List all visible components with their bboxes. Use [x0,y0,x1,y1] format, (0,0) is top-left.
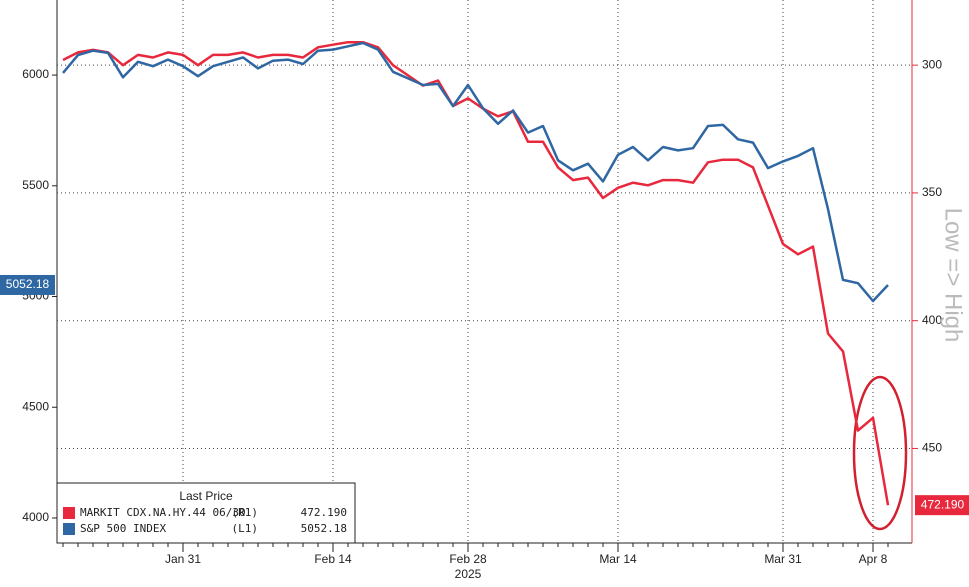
legend: Last Price MARKIT CDX.NA.HY.44 06/30(R1) 4… [56,482,356,544]
last-value-label: 5052.18 [6,277,50,291]
legend-box [56,482,356,544]
x-tick-label: Mar 14 [599,552,637,566]
legend-value: 472.190 [301,506,347,519]
x-sublabel: 2025 [455,567,482,581]
legend-label: MARKIT CDX.NA.HY.44 06/30 [80,506,246,519]
y2-tick-label: 350 [922,185,942,199]
x-tick-label: Feb 14 [314,552,352,566]
x-tick-label: Jan 31 [165,552,201,566]
legend-value: 5052.18 [301,522,347,535]
y-tick-label: 4000 [22,510,49,524]
y2-tick-label: 300 [922,57,942,71]
x-tick-label: Feb 28 [449,552,487,566]
legend-swatch [63,507,75,519]
legend-tag: (R1) [232,506,259,519]
x-tick-label: Apr 8 [859,552,888,566]
series-line [62,40,890,506]
legend-tag: (L1) [232,522,259,535]
y-tick-label: 5500 [22,178,49,192]
legend-swatch [63,523,75,535]
y2-tick-label: 450 [922,441,942,455]
highlight-ellipse [852,375,908,531]
y2-axis-label: Low => High [940,208,967,343]
x-tick-label: Mar 31 [764,552,802,566]
legend-title: Last Price [179,489,233,503]
series-line [62,41,889,303]
y-tick-label: 4500 [22,399,49,413]
legend-label: S&P 500 INDEX [80,522,166,535]
last-value-badge [0,274,55,295]
last-value-badge [915,495,969,516]
y2-tick-label: 400 [922,313,942,327]
last-value-label: 472.190 [921,497,965,511]
y-tick-label: 6000 [22,67,49,81]
